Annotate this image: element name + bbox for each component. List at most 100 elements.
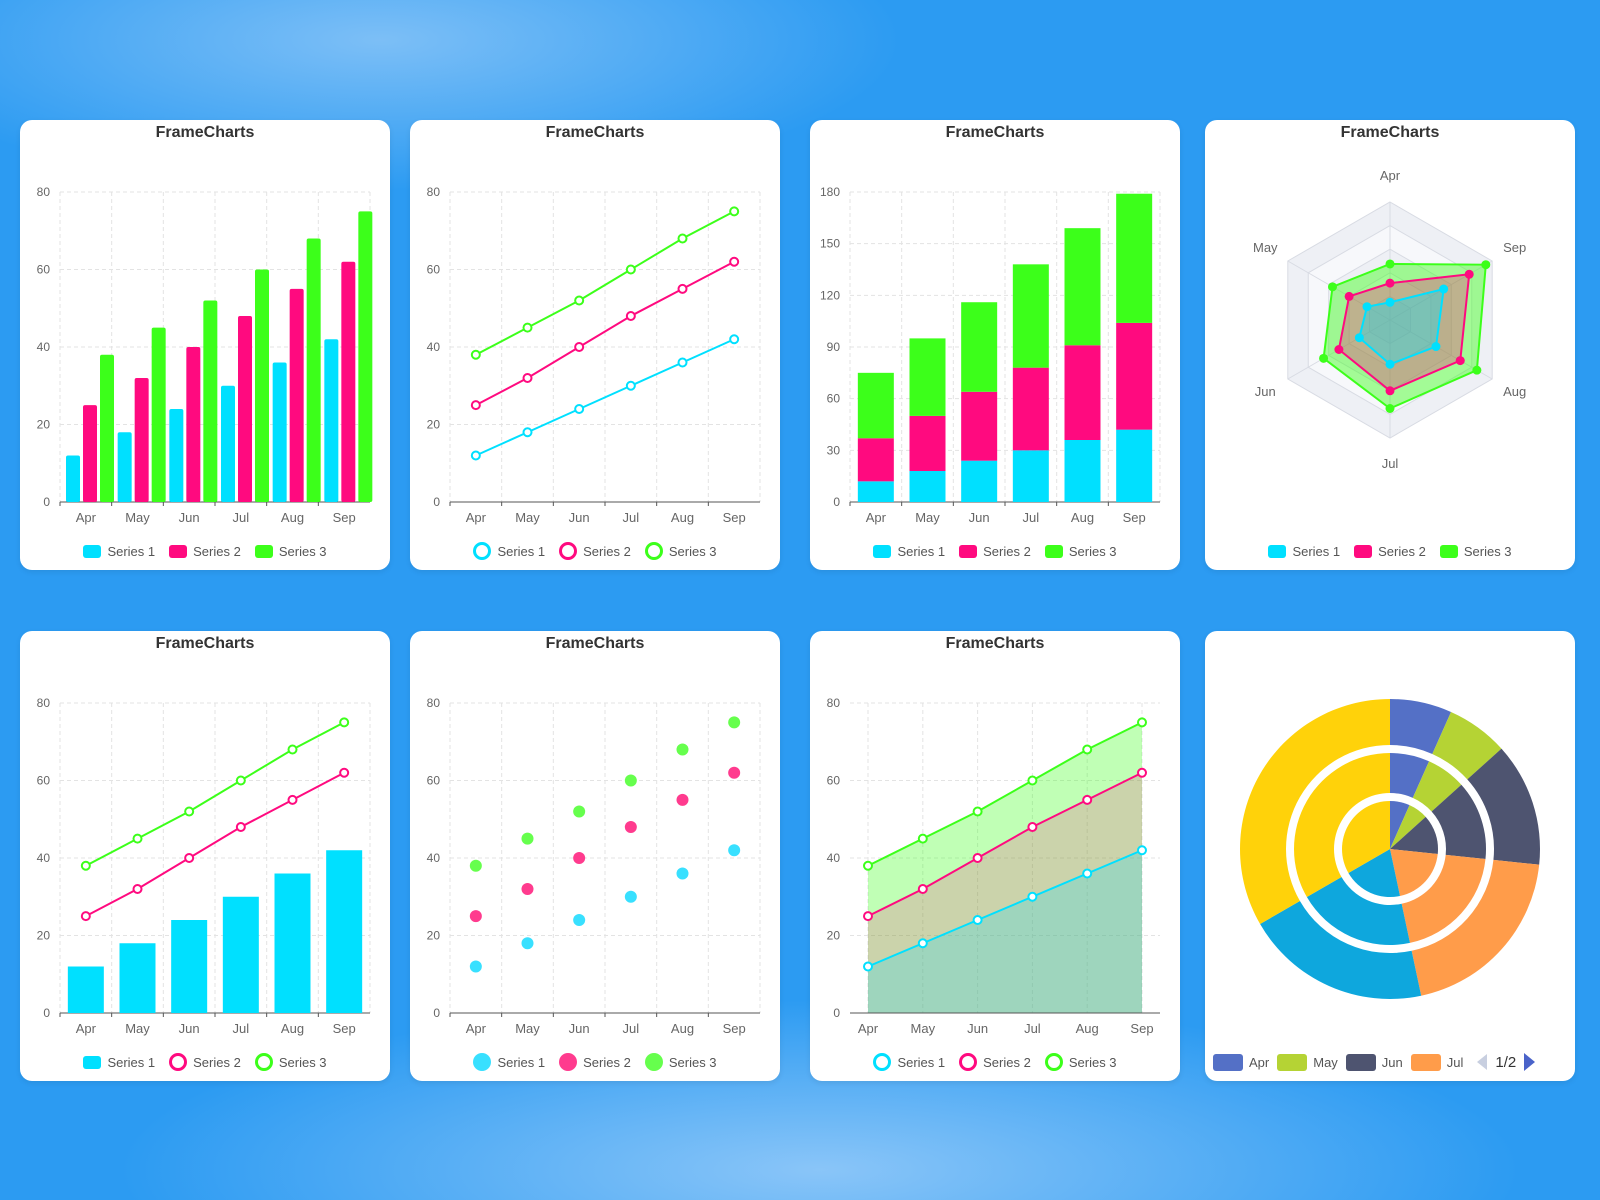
stacked-bar-series-3 [1116,193,1153,323]
legend-swatch [1410,1053,1441,1071]
legend-item-series-1[interactable]: Series 1 [873,1053,945,1071]
pie-slice-middle-apr [1390,753,1430,798]
legend-swatch [1268,544,1287,558]
radar-point-series-3 [1385,259,1395,269]
legend-swatch [559,542,578,560]
bar-series-2 [238,316,252,502]
series-2-point [184,853,195,863]
legend-item-series-2[interactable]: Series 2 [959,544,1031,559]
stacked-bar-series-2 [961,391,998,461]
series-1-point [972,915,983,925]
y-tick-label: 0 [433,1006,440,1020]
series-1-line [475,338,735,457]
legend-item-series-2[interactable]: Series 2 [169,544,241,559]
radar-axis-label: Aug [1503,384,1526,399]
legend-item-series-2[interactable]: Series 2 [1354,544,1426,559]
x-tick-label: Sep [1123,510,1146,525]
bar-series-2 [289,288,304,502]
chart-legend: Series 1 Series 2 Series 3 [810,1051,1180,1073]
legend-item-series-2[interactable]: Series 2 [959,1053,1031,1071]
chart-title: FrameCharts [945,124,1045,141]
legend-item-series-2[interactable]: Series 2 [559,542,631,560]
scatter-point-series-1 [521,937,534,950]
chart-title: FrameCharts [945,635,1045,652]
legend-item-series-3[interactable]: Series 3 [644,1053,717,1071]
chart-title: FrameCharts [1340,124,1440,141]
legend-item-series-3[interactable]: Series 3 [1044,1053,1117,1071]
legend-item-series-1[interactable]: Series 1 [873,544,945,559]
legend-item-jul[interactable]: Jul [1410,1053,1464,1071]
radar-axis-label: Sep [1503,240,1526,255]
legend-item-series-2[interactable]: Series 2 [169,1053,241,1071]
x-tick-label: May [915,510,940,525]
legend-item-series-1[interactable]: Series 1 [473,1053,545,1071]
series-2-point [80,911,91,922]
bar-series-2 [134,378,149,502]
series-3-point [132,833,143,844]
bar-series-3 [255,269,269,502]
legend-prev-icon[interactable] [1477,1054,1488,1070]
series-3-line [867,721,1143,867]
series-2-line [475,260,735,407]
stacked-bar-series-3 [857,372,894,439]
legend-swatch [473,1053,492,1071]
legend-swatch [169,1053,188,1071]
scatter-point-series-2 [573,852,586,864]
scatter-point-series-2 [676,793,689,806]
legend-item-series-3[interactable]: Series 3 [254,544,327,559]
bar-series-1 [274,873,311,1013]
legend-swatch [83,544,102,558]
area-fill-series-3 [868,722,1142,1013]
legend-item-series-1[interactable]: Series 1 [83,544,155,559]
legend-swatch [959,1053,978,1071]
y-tick-label: 180 [820,185,840,199]
legend-item-series-1[interactable]: Series 1 [473,542,545,560]
legend-label: Series 2 [583,543,631,559]
legend-item-series-1[interactable]: Series 1 [83,1055,155,1070]
stacked-bar-series-2 [857,438,894,482]
legend-item-series-2[interactable]: Series 2 [559,1053,631,1071]
series-2-point [972,853,983,863]
x-tick-label: Aug [671,510,694,525]
legend-item-jun[interactable]: Jun [1345,1053,1403,1071]
legend-item-may[interactable]: May [1277,1053,1338,1071]
legend-label: Series 2 [583,1054,631,1070]
legend-label: Series 3 [1463,543,1512,559]
legend-item-series-1[interactable]: Series 1 [1268,544,1340,559]
chart-legend: Series 1 Series 2 Series 3 [810,540,1180,562]
x-tick-label: Apr [76,510,97,525]
legend-next-icon[interactable] [1524,1053,1536,1071]
legend-item-series-3[interactable]: Series 3 [644,542,717,560]
radar-point-series-1 [1385,359,1395,369]
legend-item-series-3[interactable]: Series 3 [1439,543,1512,559]
legend-item-apr[interactable]: Apr [1213,1053,1270,1071]
y-tick-label: 20 [827,929,841,943]
legend-swatch [1439,544,1458,558]
y-tick-label: 80 [37,696,51,710]
radar-point-series-2 [1464,269,1474,279]
series-3-point [1137,717,1147,728]
legend-item-series-3[interactable]: Series 3 [254,1053,327,1071]
legend-item-series-3[interactable]: Series 3 [1044,544,1117,559]
scatter-point-series-2 [469,910,482,923]
pie-slice-inner-jun [1390,816,1438,855]
series-2-point [863,911,873,922]
chart-card-stacked-bar: FrameCharts 0 30 60 90 120 150 180 Apr May Jun Jul… [810,120,1180,570]
stacked-bar-series-1 [961,460,998,502]
legend-label: Apr [1249,1054,1270,1070]
radar-point-series-1 [1362,302,1372,312]
bar-series-1 [169,409,184,502]
x-tick-label: Jul [233,510,250,525]
legend-label: Jul [1446,1054,1464,1070]
series-1-point [522,427,533,438]
y-tick-label: 0 [43,495,50,509]
legend-swatch [169,544,188,558]
y-tick-label: 80 [37,185,51,199]
radar-point-series-3 [1472,365,1482,375]
pie-slice-outer-jun [1467,748,1540,865]
radar-point-series-3 [1319,353,1329,363]
radar-axis-label: Jul [1382,456,1399,471]
radar-point-series-3 [1481,260,1491,270]
pie-slice-inner-sep [1342,801,1390,873]
series-2-point [522,373,533,383]
